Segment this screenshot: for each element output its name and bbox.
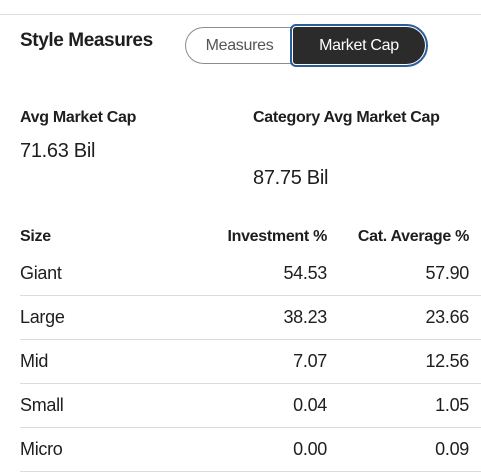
section-title: Style Measures — [20, 30, 153, 51]
cell-value: 1.05 — [327, 383, 469, 428]
stat-value: 71.63 Bil — [20, 140, 96, 162]
spacer — [469, 339, 481, 384]
table-row: Giant 54.53 57.90 — [20, 252, 481, 296]
column-header: Investment % — [227, 228, 327, 245]
cell-value: 7.07 — [180, 339, 327, 384]
table-row: Micro 0.00 0.09 — [20, 427, 481, 472]
cell-label: Micro — [20, 427, 180, 472]
table-row: Small 0.04 1.05 — [20, 383, 481, 428]
table-row: Mid 7.07 12.56 — [20, 339, 481, 384]
divider — [0, 14, 481, 15]
spacer — [469, 295, 481, 340]
toggle-option[interactable]: Measures — [185, 27, 293, 64]
spacer — [469, 383, 481, 428]
toggle-option-active[interactable]: Market Cap — [290, 24, 428, 67]
cell-value: 0.09 — [327, 427, 469, 472]
table-body: Giant 54.53 57.90 Large 38.23 23.66 Mid 7.07 12.… — [20, 252, 481, 472]
cell-value: 0.04 — [180, 383, 327, 428]
cell-value: 57.90 — [327, 252, 469, 296]
cell-label: Small — [20, 383, 180, 428]
stat-label: Category Avg Market Cap — [253, 109, 440, 126]
table-row: Large 38.23 23.66 — [20, 295, 481, 340]
cell-value: 0.00 — [180, 427, 327, 472]
view-toggle: Measures Market Cap — [185, 24, 428, 67]
stat-label: Avg Market Cap — [20, 109, 137, 126]
spacer — [469, 222, 481, 252]
table-header: Size Investment % Cat. Average % — [20, 222, 481, 252]
cell-value: 54.53 — [180, 252, 327, 296]
cell-value: 38.23 — [180, 295, 327, 340]
cell-value: 12.56 — [327, 339, 469, 384]
column-header: Cat. Average % — [357, 228, 469, 245]
spacer — [469, 427, 481, 472]
spacer — [469, 252, 481, 296]
cell-label: Giant — [20, 252, 180, 296]
column-header: Size — [20, 228, 51, 245]
cell-value: 23.66 — [327, 295, 469, 340]
cell-label: Mid — [20, 339, 180, 384]
cell-label: Large — [20, 295, 180, 340]
stat-value: 87.75 Bil — [253, 167, 329, 189]
size-table: Size Investment % Cat. Average % Giant 54.5… — [20, 222, 481, 472]
